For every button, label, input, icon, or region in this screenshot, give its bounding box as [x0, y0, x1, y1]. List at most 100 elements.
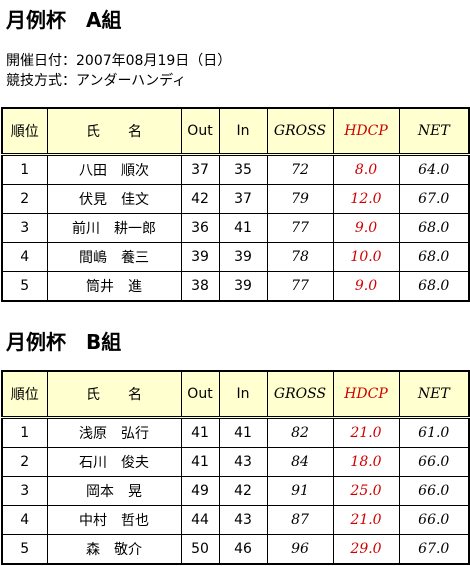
cell: 石川 俊夫 [46, 447, 182, 477]
cell: 82 [266, 417, 334, 448]
header-cell: HDCP [332, 370, 400, 419]
cell: 9.0 [332, 271, 400, 302]
header-cell: In [218, 370, 268, 419]
cell: 39 [218, 242, 268, 272]
info-line: 競技方式：アンダーハンディ [6, 73, 187, 89]
cell: 41 [218, 417, 268, 448]
cell: 42 [180, 184, 220, 214]
cell: 18.0 [332, 447, 400, 477]
cell: 4 [1, 242, 48, 272]
cell: 5 [1, 534, 48, 565]
cell: 84 [266, 447, 334, 477]
cell: 21.0 [332, 417, 400, 448]
cell: 42 [218, 476, 268, 506]
cell: 21.0 [332, 505, 400, 535]
header-cell: HDCP [332, 107, 400, 156]
cell: 森 敬介 [46, 534, 182, 565]
cell: 37 [180, 154, 220, 185]
cell: 64.0 [398, 154, 470, 185]
header-row: 順位氏 名 Out In GROSS HDCP NET [1, 370, 470, 419]
header-cell: NET [398, 370, 470, 419]
data-row: 4 間嶋 養三 39 39 78 10.0 68.0 [1, 242, 470, 272]
data-row: 5 筒井 進 38 39 77 9.0 68.0 [1, 271, 470, 302]
cell: 91 [266, 476, 334, 506]
cell: 25.0 [332, 476, 400, 506]
cell: 5 [1, 271, 48, 302]
cell: 68.0 [398, 242, 470, 272]
header-cell: 氏 名 [46, 370, 182, 419]
header-cell: 順位 [1, 107, 48, 156]
cell: 87 [266, 505, 334, 535]
score-table: 順位氏 名 Out In GROSS HDCP NET 1 八田 順次 37 35 72 8.0 64.… [1, 107, 470, 302]
cell: 8.0 [332, 154, 400, 185]
data-row: 3 岡本 晃 49 42 91 25.0 66.0 [1, 476, 470, 506]
section-title: 月例杯 B組 [6, 330, 122, 354]
cell: 66.0 [398, 447, 470, 477]
cell: 78 [266, 242, 334, 272]
cell: 41 [180, 447, 220, 477]
cell: 4 [1, 505, 48, 535]
cell: 浅原 弘行 [46, 417, 182, 448]
cell: 1 [1, 154, 48, 185]
cell: 29.0 [332, 534, 400, 565]
cell: 43 [218, 447, 268, 477]
cell: 10.0 [332, 242, 400, 272]
cell: 50 [180, 534, 220, 565]
cell: 66.0 [398, 505, 470, 535]
data-row: 3 前川 耕一郎 36 41 77 9.0 68.0 [1, 213, 470, 243]
header-cell: 順位 [1, 370, 48, 419]
cell: 44 [180, 505, 220, 535]
header-row: 順位氏 名 Out In GROSS HDCP NET [1, 107, 470, 156]
cell: 伏見 佳文 [46, 184, 182, 214]
cell: 間嶋 養三 [46, 242, 182, 272]
data-row: 2 伏見 佳文 42 37 79 12.0 67.0 [1, 184, 470, 214]
cell: 41 [218, 213, 268, 243]
cell: 79 [266, 184, 334, 214]
header-cell: Out [180, 107, 220, 156]
header-cell: 氏 名 [46, 107, 182, 156]
cell: 12.0 [332, 184, 400, 214]
info-line: 開催日付：2007年08月19日（日） [6, 53, 232, 69]
data-row: 4 中村 哲也 44 43 87 21.0 66.0 [1, 505, 470, 535]
cell: 37 [218, 184, 268, 214]
data-row: 1 浅原 弘行 41 41 82 21.0 61.0 [1, 417, 470, 448]
cell: 岡本 晃 [46, 476, 182, 506]
cell: 67.0 [398, 184, 470, 214]
header-cell: In [218, 107, 268, 156]
cell: 68.0 [398, 271, 470, 302]
cell: 38 [180, 271, 220, 302]
cell: 1 [1, 417, 48, 448]
cell: 35 [218, 154, 268, 185]
cell: 43 [218, 505, 268, 535]
cell: 3 [1, 476, 48, 506]
cell: 49 [180, 476, 220, 506]
cell: 9.0 [332, 213, 400, 243]
header-cell: GROSS [266, 370, 334, 419]
cell: 61.0 [398, 417, 470, 448]
cell: 41 [180, 417, 220, 448]
cell: 77 [266, 213, 334, 243]
cell: 66.0 [398, 476, 470, 506]
cell: 八田 順次 [46, 154, 182, 185]
cell: 72 [266, 154, 334, 185]
header-cell: NET [398, 107, 470, 156]
score-table: 順位氏 名 Out In GROSS HDCP NET 1 浅原 弘行 41 41 82 21.0 61… [1, 370, 470, 565]
cell: 68.0 [398, 213, 470, 243]
header-cell: GROSS [266, 107, 334, 156]
cell: 77 [266, 271, 334, 302]
data-row: 2 石川 俊夫 41 43 84 18.0 66.0 [1, 447, 470, 477]
cell: 96 [266, 534, 334, 565]
cell: 39 [218, 271, 268, 302]
cell: 39 [180, 242, 220, 272]
cell: 前川 耕一郎 [46, 213, 182, 243]
data-row: 1 八田 順次 37 35 72 8.0 64.0 [1, 154, 470, 185]
cell: 3 [1, 213, 48, 243]
cell: 筒井 進 [46, 271, 182, 302]
cell: 67.0 [398, 534, 470, 565]
cell: 46 [218, 534, 268, 565]
header-cell: Out [180, 370, 220, 419]
cell: 2 [1, 184, 48, 214]
section-title: 月例杯 A組 [6, 8, 122, 32]
